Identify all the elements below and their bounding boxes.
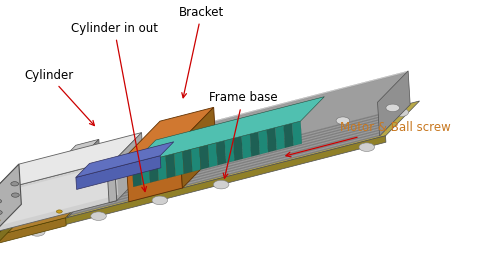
Polygon shape [60, 94, 388, 211]
Circle shape [359, 143, 375, 151]
Circle shape [11, 182, 18, 186]
Polygon shape [53, 99, 381, 184]
Circle shape [56, 210, 62, 213]
Circle shape [386, 104, 399, 111]
Circle shape [213, 180, 229, 189]
Circle shape [393, 108, 409, 117]
Polygon shape [0, 164, 21, 232]
Polygon shape [59, 95, 386, 213]
Polygon shape [77, 75, 405, 160]
Polygon shape [0, 179, 103, 236]
Circle shape [336, 117, 350, 124]
Polygon shape [79, 75, 407, 192]
Polygon shape [233, 136, 243, 161]
Polygon shape [81, 71, 408, 157]
Polygon shape [79, 73, 406, 158]
Circle shape [335, 123, 351, 131]
Polygon shape [166, 154, 175, 178]
Polygon shape [74, 78, 401, 163]
Polygon shape [174, 151, 184, 176]
Polygon shape [275, 125, 285, 150]
Text: Cylinder in out: Cylinder in out [70, 22, 158, 192]
Polygon shape [183, 149, 192, 174]
Polygon shape [0, 197, 35, 244]
Text: Frame base: Frame base [208, 91, 278, 178]
Polygon shape [250, 132, 260, 157]
Polygon shape [72, 81, 400, 199]
Polygon shape [76, 156, 161, 189]
Polygon shape [60, 92, 388, 177]
Circle shape [12, 193, 19, 197]
Polygon shape [180, 107, 216, 188]
Polygon shape [52, 155, 85, 220]
Circle shape [0, 199, 1, 203]
Polygon shape [132, 162, 142, 187]
Polygon shape [53, 100, 381, 218]
Circle shape [152, 196, 168, 205]
Polygon shape [52, 100, 379, 186]
Polygon shape [126, 142, 182, 202]
Polygon shape [62, 92, 390, 209]
Polygon shape [74, 80, 401, 197]
Polygon shape [0, 218, 66, 244]
Polygon shape [64, 88, 391, 174]
Polygon shape [70, 83, 398, 201]
Polygon shape [242, 134, 251, 159]
Polygon shape [67, 87, 395, 204]
Polygon shape [106, 161, 117, 203]
Polygon shape [55, 97, 382, 183]
Polygon shape [64, 90, 391, 208]
Circle shape [64, 193, 79, 201]
Polygon shape [292, 121, 302, 146]
Polygon shape [76, 142, 174, 177]
Polygon shape [0, 163, 118, 226]
Polygon shape [66, 87, 393, 172]
Polygon shape [157, 156, 167, 180]
Polygon shape [62, 90, 389, 176]
Polygon shape [132, 97, 324, 165]
Polygon shape [72, 80, 399, 165]
Polygon shape [21, 136, 386, 236]
Polygon shape [77, 76, 405, 194]
Polygon shape [69, 83, 396, 169]
Polygon shape [76, 78, 403, 195]
Polygon shape [0, 133, 141, 192]
Polygon shape [259, 130, 268, 154]
Circle shape [0, 210, 2, 215]
Polygon shape [65, 139, 102, 218]
Polygon shape [199, 145, 209, 170]
Circle shape [91, 212, 106, 220]
Polygon shape [225, 138, 234, 163]
Text: Bracket: Bracket [179, 6, 225, 98]
Polygon shape [140, 160, 150, 185]
Polygon shape [57, 97, 384, 215]
Polygon shape [114, 133, 144, 201]
Polygon shape [55, 99, 383, 216]
Polygon shape [21, 195, 56, 236]
Polygon shape [42, 174, 68, 224]
Text: Motor & Ball screw: Motor & Ball screw [286, 121, 451, 157]
Circle shape [30, 228, 45, 236]
Polygon shape [0, 161, 117, 232]
Polygon shape [66, 88, 393, 206]
Polygon shape [126, 107, 214, 156]
Polygon shape [267, 128, 277, 152]
Polygon shape [57, 95, 384, 181]
Polygon shape [216, 141, 226, 165]
Polygon shape [59, 94, 386, 179]
Polygon shape [76, 76, 403, 162]
Text: Cylinder: Cylinder [24, 69, 94, 125]
Polygon shape [191, 147, 201, 172]
Polygon shape [378, 71, 410, 136]
Polygon shape [67, 85, 395, 170]
Polygon shape [208, 143, 218, 168]
Polygon shape [149, 158, 158, 183]
Polygon shape [42, 139, 99, 180]
Polygon shape [81, 73, 408, 190]
Polygon shape [284, 123, 294, 148]
Polygon shape [52, 102, 380, 220]
Polygon shape [69, 85, 397, 202]
Polygon shape [21, 101, 419, 229]
Polygon shape [70, 81, 398, 167]
